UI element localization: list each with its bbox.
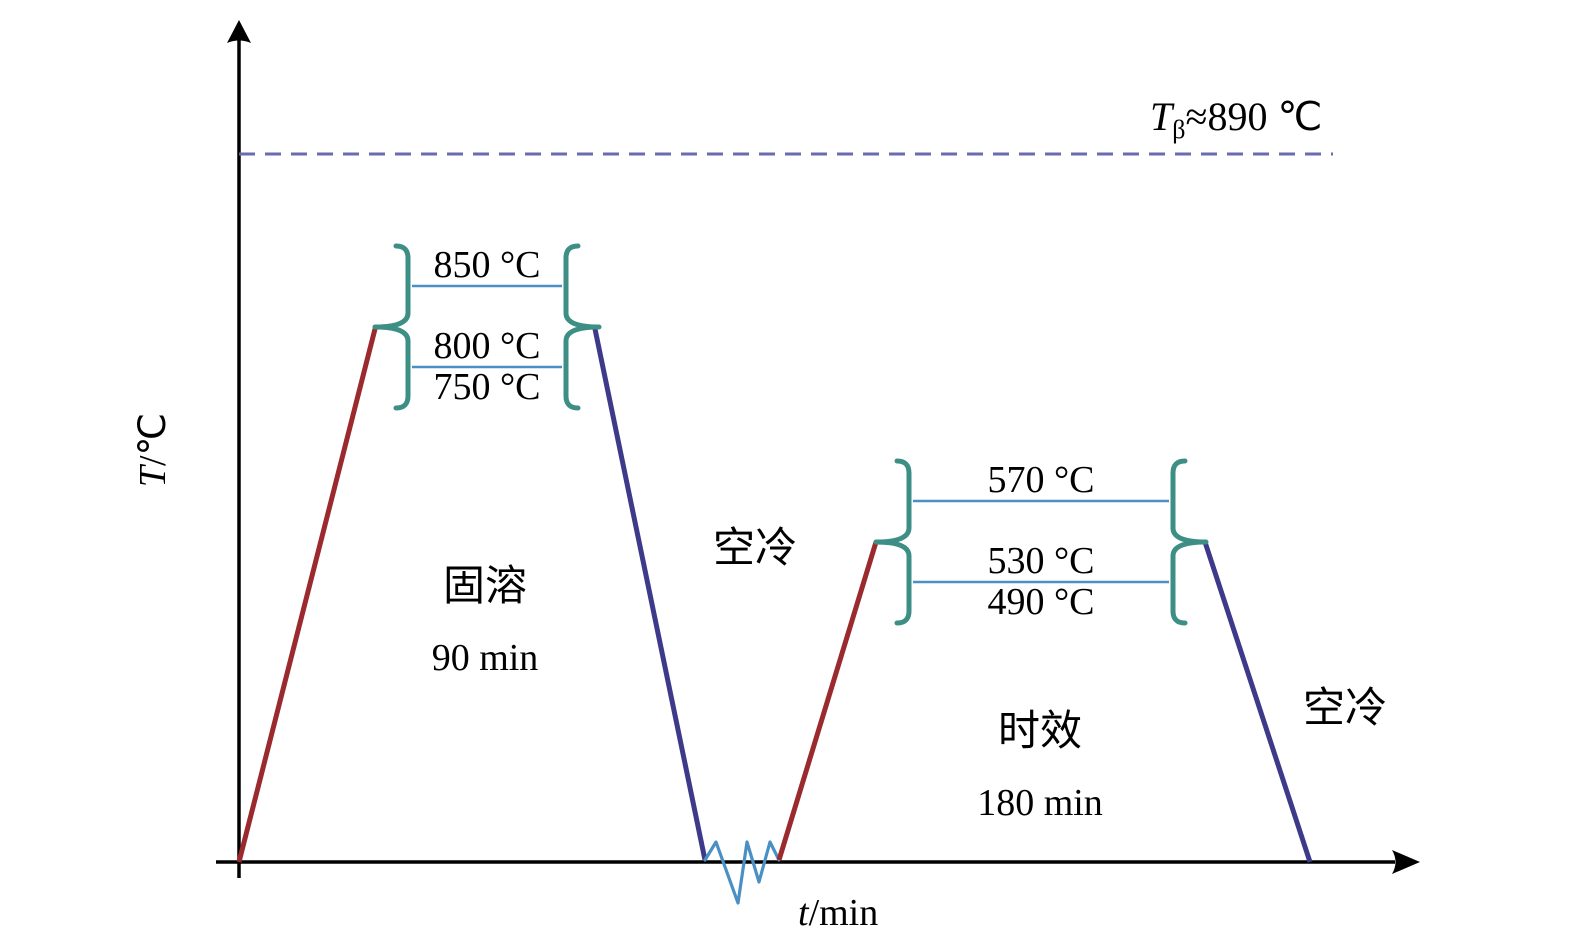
svg-text:490 °C: 490 °C <box>987 581 1094 623</box>
svg-text:530 °C: 530 °C <box>987 540 1094 582</box>
svg-text:Tβ≈890 ℃: Tβ≈890 ℃ <box>1150 94 1322 144</box>
svg-text:空冷: 空冷 <box>713 525 797 572</box>
svg-text:T/℃: T/℃ <box>132 413 174 487</box>
svg-text:750 °C: 750 °C <box>433 366 540 408</box>
svg-text:固溶: 固溶 <box>443 563 527 610</box>
svg-text:空冷: 空冷 <box>1303 685 1387 732</box>
svg-text:180 min: 180 min <box>977 782 1103 824</box>
svg-text:850 °C: 850 °C <box>433 244 540 286</box>
svg-text:800 °C: 800 °C <box>433 325 540 367</box>
svg-text:时效: 时效 <box>998 709 1082 755</box>
svg-text:t/min: t/min <box>798 892 878 934</box>
svg-text:570 °C: 570 °C <box>987 459 1094 501</box>
svg-text:90 min: 90 min <box>432 637 539 679</box>
